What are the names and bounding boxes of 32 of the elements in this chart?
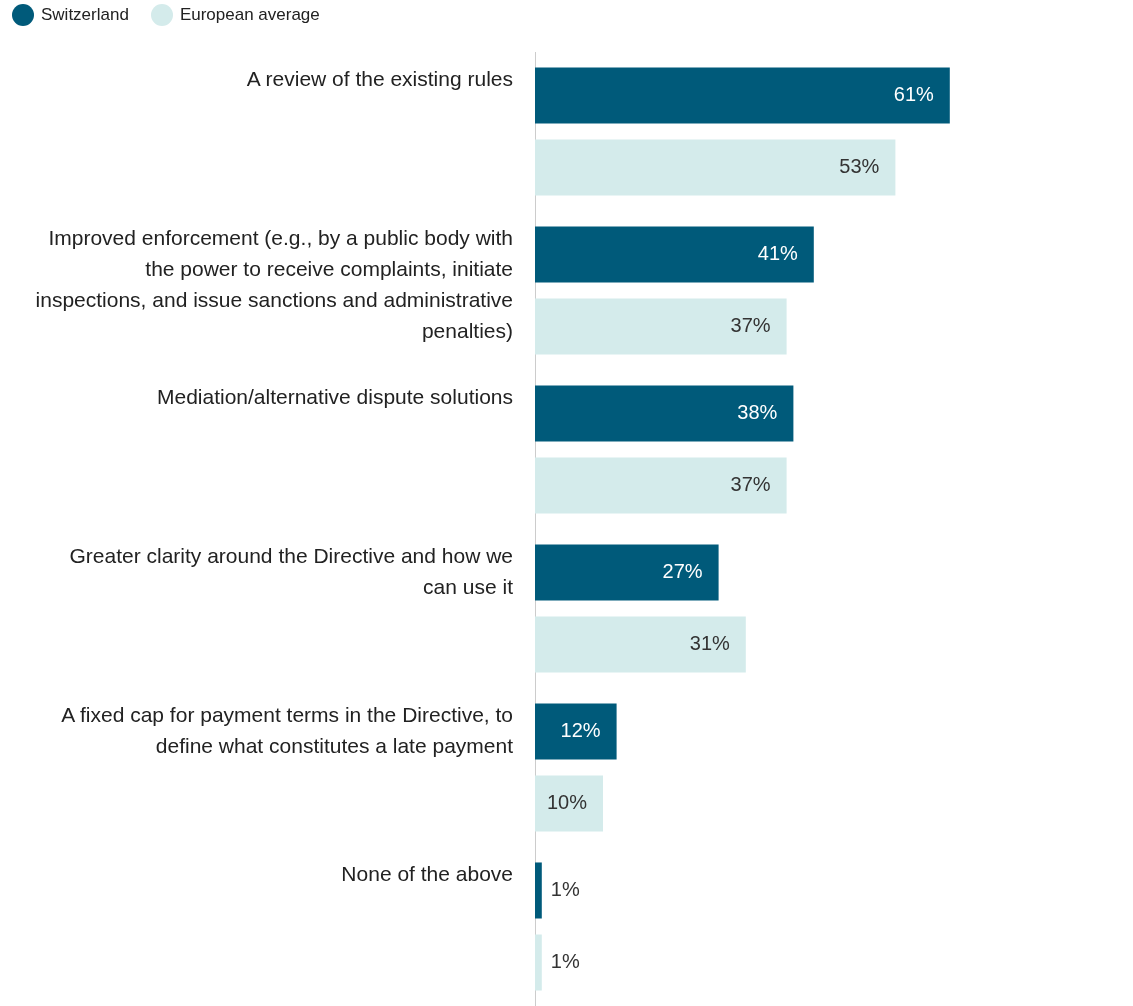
data-label: 12% xyxy=(560,719,601,741)
legend-label: Switzerland xyxy=(41,5,129,25)
data-label: 37% xyxy=(730,314,771,337)
bar xyxy=(535,775,603,832)
bar xyxy=(535,544,719,601)
data-label: 38% xyxy=(737,401,778,423)
y-tick-label: None of the above xyxy=(341,861,513,885)
data-label: 27% xyxy=(662,560,703,582)
bar xyxy=(535,703,617,760)
bar xyxy=(535,226,814,283)
legend-label: European average xyxy=(179,5,320,25)
bar xyxy=(535,385,794,442)
data-label: 31% xyxy=(689,632,731,655)
bar xyxy=(535,616,746,673)
bar xyxy=(535,934,542,991)
y-tick-label: A fixed cap for payment terms in the Directive, to define what constitutes a late payment xyxy=(61,702,514,757)
y-tick-label: A review of the existing rules xyxy=(246,66,513,90)
y-tick-label: Greater clarity around the Directive and how we can use it xyxy=(69,543,514,598)
data-label: 1% xyxy=(550,878,580,900)
y-tick-label: Improved enforcement (e.g., by a public body with the power to receive complaints, initiate inspections, and issue sanctions and administrative penalties) xyxy=(35,225,513,342)
bar xyxy=(535,139,896,196)
data-label: 41% xyxy=(757,242,799,264)
data-label: 1% xyxy=(550,950,580,973)
y-tick-label: Mediation/alternative dispute solutions xyxy=(156,384,513,408)
data-label: 10% xyxy=(546,791,588,814)
bar xyxy=(535,862,542,919)
bar xyxy=(535,457,787,514)
data-label: 37% xyxy=(730,473,771,496)
data-label: 53% xyxy=(839,155,880,178)
data-label: 61% xyxy=(893,83,935,105)
bar xyxy=(535,67,950,124)
bar xyxy=(535,298,787,355)
